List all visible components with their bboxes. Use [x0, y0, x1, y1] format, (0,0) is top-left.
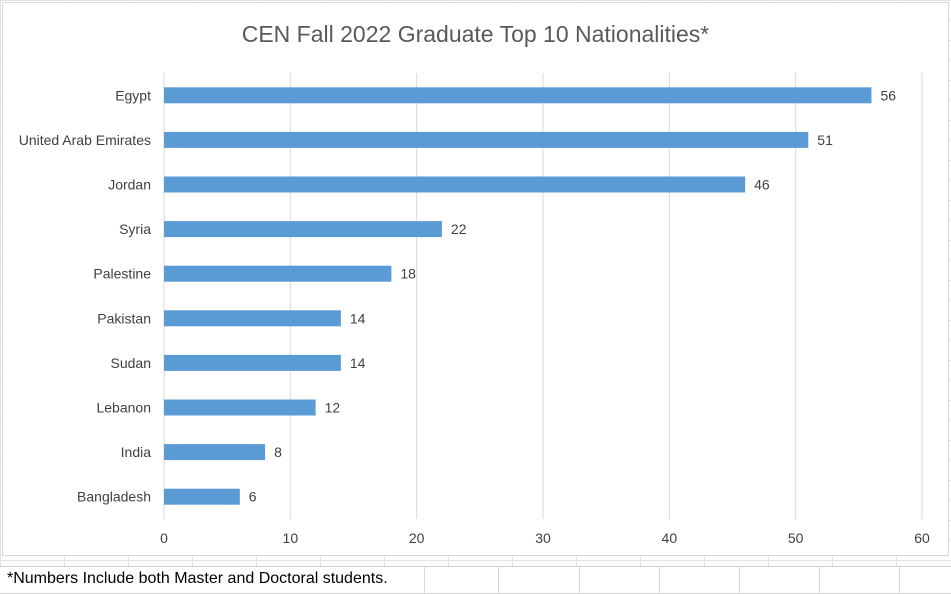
footnote: *Numbers Include both Master and Doctora… — [7, 570, 388, 587]
cell-divider — [739, 567, 740, 593]
bar — [164, 131, 809, 148]
x-tick-label: 40 — [662, 530, 678, 546]
bar — [164, 265, 392, 282]
cell-divider — [659, 567, 660, 593]
x-tick-label: 0 — [160, 530, 168, 546]
category-label: Bangladesh — [77, 489, 151, 505]
bar — [164, 488, 240, 505]
category-label: Pakistan — [97, 310, 151, 326]
data-label: 51 — [817, 132, 833, 148]
cell-divider — [424, 567, 425, 593]
bar — [164, 310, 341, 327]
category-label: Syria — [119, 221, 151, 237]
bar — [164, 176, 746, 193]
category-label: Egypt — [115, 87, 151, 103]
x-tick-label: 10 — [283, 530, 299, 546]
x-tick-label: 50 — [788, 530, 804, 546]
data-label: 18 — [400, 266, 416, 282]
category-label: Sudan — [111, 355, 151, 371]
data-label: 56 — [880, 87, 896, 103]
x-tick-label: 30 — [535, 530, 551, 546]
x-tick-label: 60 — [914, 530, 930, 546]
bar — [164, 87, 872, 104]
cell-divider — [899, 567, 900, 593]
category-label: Palestine — [93, 266, 151, 282]
chart-area[interactable]: CEN Fall 2022 Graduate Top 10 Nationalit… — [2, 2, 949, 556]
data-label: 14 — [350, 355, 366, 371]
data-label: 12 — [325, 400, 341, 416]
bar — [164, 221, 442, 238]
bar — [164, 444, 266, 461]
category-label: Jordan — [108, 177, 151, 193]
x-tick-label: 20 — [409, 530, 425, 546]
cell-divider — [498, 567, 499, 593]
cell-divider — [579, 567, 580, 593]
cell-divider — [819, 567, 820, 593]
bar-chart: 0 10 20 30 40 50 60 Egypt 56 United Arab Emirates… — [19, 73, 930, 546]
data-label: 46 — [754, 177, 770, 193]
bar — [164, 399, 316, 416]
footnote-row: *Numbers Include both Master and Doctora… — [0, 566, 951, 594]
category-label: United Arab Emirates — [19, 132, 151, 148]
category-label: India — [121, 444, 152, 460]
category-label: Lebanon — [96, 400, 151, 416]
data-label: 22 — [451, 221, 467, 237]
bar — [164, 354, 341, 371]
data-label: 6 — [249, 489, 257, 505]
data-label: 14 — [350, 310, 366, 326]
data-label: 8 — [274, 444, 282, 460]
chart-title: CEN Fall 2022 Graduate Top 10 Nationalit… — [241, 21, 710, 47]
